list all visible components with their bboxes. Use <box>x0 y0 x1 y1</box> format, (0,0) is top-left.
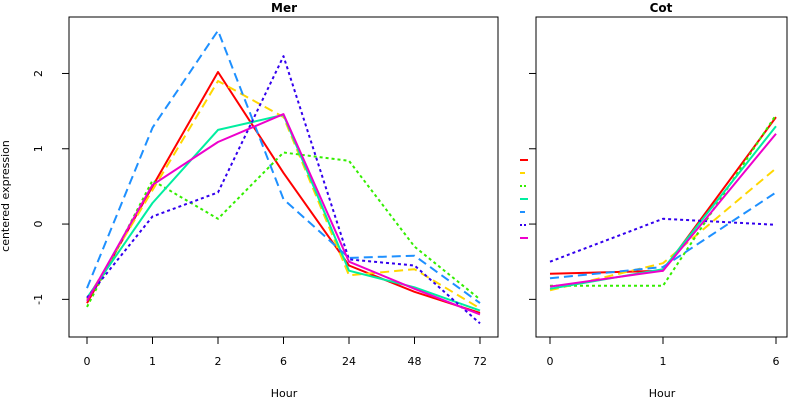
series-line-5 <box>86 29 481 304</box>
y-tick-label: 0 <box>32 221 45 228</box>
legend <box>520 159 528 239</box>
y-tick-label: 2 <box>32 70 45 77</box>
series-line-2 <box>549 167 777 292</box>
x-tick-label: 6 <box>773 355 780 368</box>
series-line-6 <box>86 55 481 325</box>
y-tick-label: -1 <box>32 294 45 305</box>
x-tick-label: 72 <box>473 355 487 368</box>
x-tick-label: 48 <box>408 355 422 368</box>
panel-mer: Mer Hour 0 1 2 6 24 48 72 -1 0 1 2 <box>32 1 499 400</box>
series-lines <box>549 114 777 292</box>
x-tick-label: 0 <box>84 355 91 368</box>
series-line-7 <box>549 133 777 288</box>
x-axis-label: Hour <box>271 387 298 400</box>
panel-title: Mer <box>271 1 297 15</box>
x-tick-label: 6 <box>280 355 287 368</box>
axes: 0 1 2 6 24 48 72 -1 0 1 2 <box>32 70 487 368</box>
series-line-5 <box>549 191 777 280</box>
x-tick-label: 24 <box>342 355 356 368</box>
y-axis-label: centered expression <box>0 140 12 252</box>
series-line-3 <box>86 151 481 308</box>
x-tick-label: 2 <box>215 355 222 368</box>
axes: 0 1 6 <box>529 72 780 368</box>
x-tick-label: 1 <box>149 355 156 368</box>
series-line-1 <box>549 116 777 275</box>
x-tick-label: 0 <box>547 355 554 368</box>
series-lines <box>86 29 481 325</box>
x-axis-label: Hour <box>649 387 676 400</box>
panel-title: Cot <box>650 1 673 15</box>
plot-frame <box>535 16 788 338</box>
series-line-3 <box>550 114 777 287</box>
series-line-4 <box>549 125 777 290</box>
x-tick-label: 1 <box>660 355 667 368</box>
y-tick-label: 1 <box>32 145 45 152</box>
series-line-7 <box>86 113 481 316</box>
series-line-6 <box>549 217 777 263</box>
panel-cot: Cot Hour 0 1 6 <box>529 1 788 400</box>
